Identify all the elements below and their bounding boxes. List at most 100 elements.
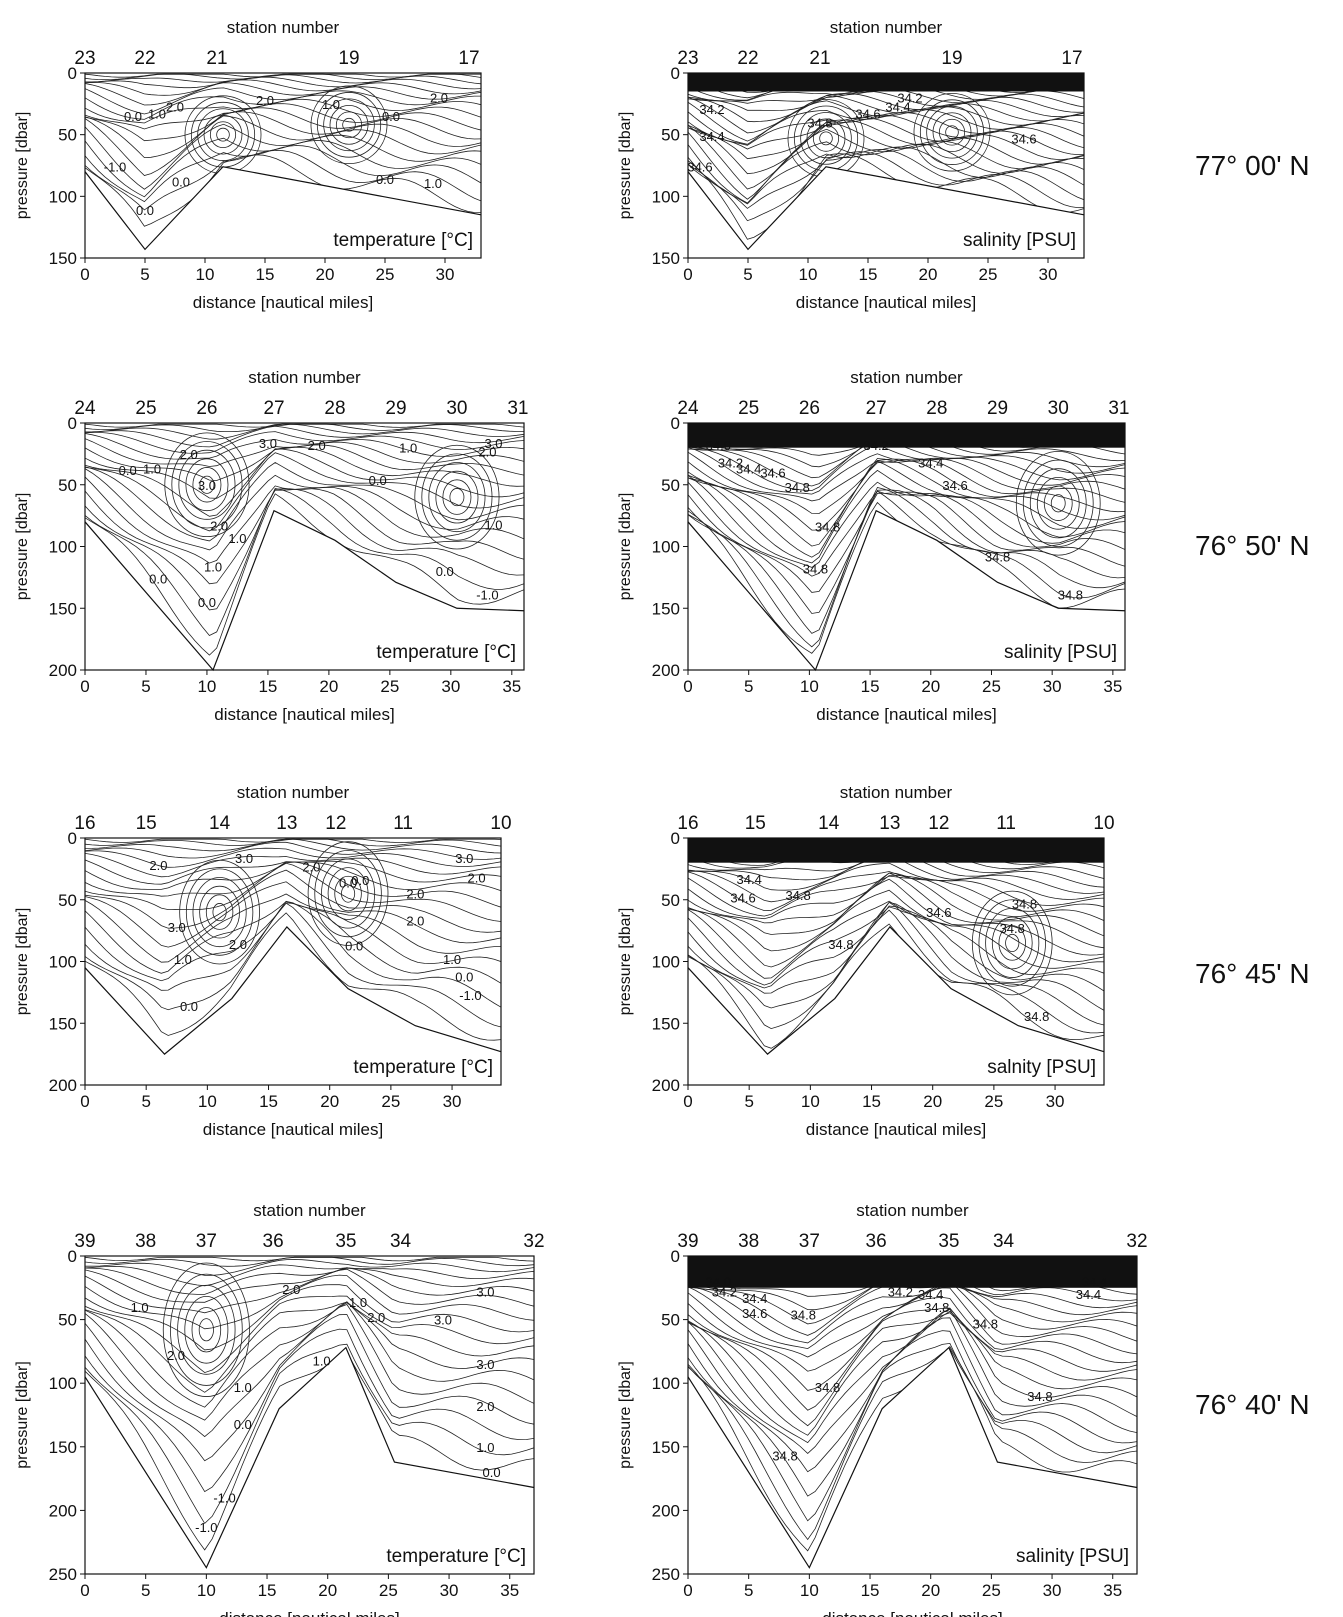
- x-tick-label: 35: [500, 1581, 519, 1600]
- x-tick-label: 20: [921, 677, 940, 696]
- bottom-topography: [687, 1346, 1138, 1569]
- station-label: 23: [74, 48, 95, 69]
- y-tick-label: 100: [652, 187, 680, 206]
- isoline: [688, 1330, 1137, 1497]
- core-contour: [327, 867, 369, 920]
- contour-label: 3.0: [198, 478, 216, 493]
- core-contour: [991, 916, 1033, 970]
- isoline: [688, 906, 1104, 986]
- isoline: [85, 476, 524, 564]
- core-contour: [414, 444, 500, 550]
- contour-label: 3.0: [259, 436, 277, 451]
- contour-label: 2.0: [406, 887, 424, 902]
- core-contour: [307, 841, 389, 946]
- contour-label: 0.0: [119, 463, 137, 478]
- core-contour: [932, 112, 972, 153]
- core-contour: [1043, 485, 1073, 521]
- isoline: [85, 82, 481, 106]
- contour-label: 34.4: [918, 1287, 943, 1302]
- x-tick-label: 15: [256, 265, 275, 284]
- contour-label: 34.6: [687, 160, 712, 175]
- surface-gradient-band: [688, 1256, 1137, 1288]
- core-contour: [314, 849, 382, 938]
- isoline: [85, 444, 524, 481]
- contour-label: 34.8: [1000, 921, 1025, 936]
- contour-label: 34.4: [699, 129, 724, 144]
- y-axis-label: pressure [dbar]: [14, 908, 31, 1016]
- variable-title: temperature [°C]: [353, 1057, 493, 1078]
- contour-label: 0.0: [455, 969, 473, 984]
- isoline: [688, 146, 1084, 205]
- y-tick-label: 150: [652, 249, 680, 268]
- latitude-label-row-2: 76° 50' N: [1195, 530, 1310, 561]
- isoline: [688, 121, 1084, 190]
- contour-label: 3.0: [168, 920, 186, 935]
- isoline: [688, 878, 1104, 956]
- variable-title: temperature [°C]: [386, 1546, 526, 1567]
- contour-label: 1.0: [322, 97, 340, 112]
- core-contour: [1022, 459, 1094, 547]
- contour-label: 3.0: [484, 436, 502, 451]
- x-tick-label: 20: [919, 265, 938, 284]
- contour-lines: [688, 423, 1125, 654]
- station-label: 39: [677, 1231, 698, 1252]
- contour-label: 34.8: [985, 549, 1010, 564]
- isoline: [85, 838, 501, 854]
- station-label: 12: [928, 813, 949, 834]
- latitude-label-row-4: 76° 40' N: [1195, 1389, 1310, 1420]
- variable-title: temperature [°C]: [333, 230, 473, 251]
- x-tick-label: 30: [436, 265, 455, 284]
- station-label: 37: [196, 1231, 217, 1252]
- isoline: [85, 123, 481, 190]
- contour-label: 34.8: [772, 1449, 797, 1464]
- core-contour: [998, 925, 1026, 961]
- variable-title: salinity [PSU]: [963, 230, 1076, 251]
- contour-label: 2.0: [167, 1348, 185, 1363]
- contour-label: 34.8: [815, 520, 840, 535]
- station-label: 22: [134, 48, 155, 69]
- core-contour: [787, 99, 865, 178]
- x-tick-label: 35: [1103, 1581, 1122, 1600]
- contour-label: 0.0: [436, 564, 454, 579]
- station-label: 19: [338, 48, 359, 69]
- isoline: [85, 902, 501, 984]
- contour-label: 3.0: [476, 1357, 494, 1372]
- isoline: [85, 893, 501, 963]
- x-tick-label: 25: [380, 677, 399, 696]
- core-contour: [1029, 468, 1087, 539]
- x-tick-label: 30: [441, 677, 460, 696]
- station-label: 30: [1048, 398, 1069, 419]
- x-tick-label: 5: [744, 677, 753, 696]
- chart-temperature-row-4: 2.0 3.01.0 1.02.0 3.02.0 1.0 3.01.02.00.01.00…: [14, 1201, 545, 1617]
- isoline: [85, 861, 501, 908]
- isoline: [85, 1267, 534, 1295]
- contour-label: 34.8: [924, 1300, 949, 1315]
- contour-lines: [85, 1256, 534, 1551]
- x-tick-label: 5: [141, 1581, 150, 1600]
- contour-label: 1.0: [234, 1380, 252, 1395]
- contour-label: 34.2: [712, 1285, 737, 1300]
- contour-label: 34.8: [815, 1380, 840, 1395]
- contour-label: 0.0: [149, 572, 167, 587]
- core-contour: [310, 85, 388, 165]
- isoline: [688, 1287, 1137, 1372]
- y-axis-label: pressure [dbar]: [14, 1361, 31, 1469]
- core-contour: [1036, 476, 1080, 530]
- x-tick-label: 30: [1043, 1581, 1062, 1600]
- contour-lines: [688, 838, 1104, 1049]
- station-label: 25: [738, 398, 759, 419]
- isoline: [85, 1274, 534, 1330]
- isoline: [85, 431, 524, 454]
- plot-frame: [84, 72, 482, 259]
- contour-label: -1.0: [476, 588, 498, 603]
- contour-label: 34.6: [1011, 131, 1036, 146]
- y-tick-label: 100: [652, 1374, 680, 1393]
- contour-label: 0.0: [172, 175, 190, 190]
- station-label: 37: [799, 1231, 820, 1252]
- isoline: [85, 1301, 534, 1393]
- isoline: [85, 487, 524, 636]
- chart-salinity-row-1: 34.234.434.634.834.234.434.634.60 5 10 15 20…: [617, 18, 1085, 312]
- station-label: 35: [938, 1231, 959, 1252]
- station-label: 31: [1108, 398, 1129, 419]
- station-label: 39: [74, 1231, 95, 1252]
